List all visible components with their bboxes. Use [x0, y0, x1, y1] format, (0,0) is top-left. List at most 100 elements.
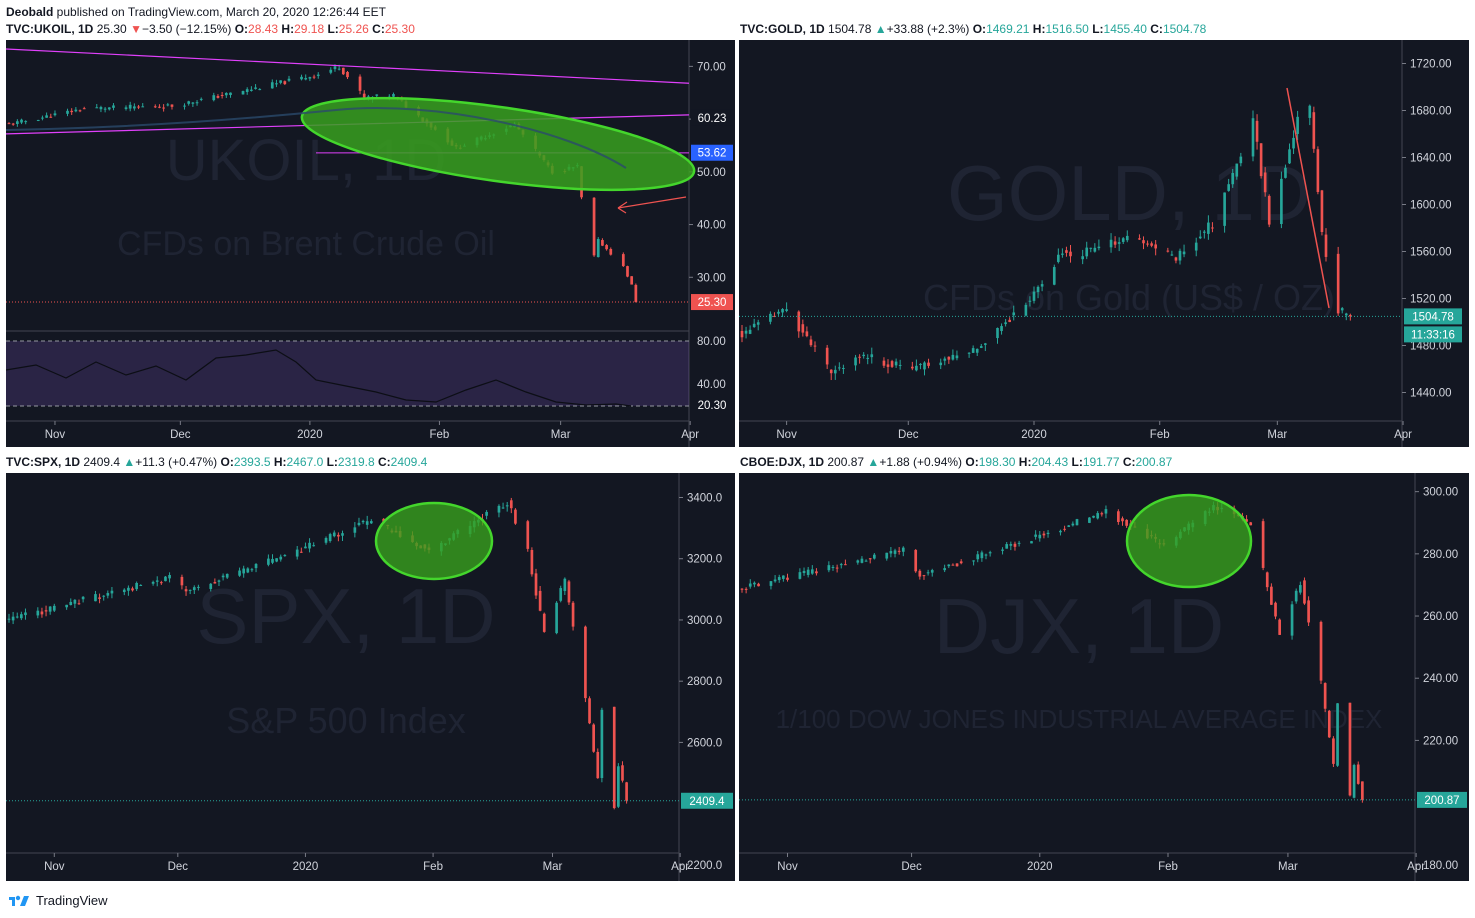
- candle-body: [526, 521, 530, 549]
- time-tick-label: Apr: [681, 429, 699, 441]
- candle-body: [1294, 590, 1298, 602]
- candle-body: [155, 580, 159, 582]
- legend-symbol: TVC:UKOIL, 1D: [6, 22, 94, 36]
- legend-value-c: 1504.78: [1162, 22, 1207, 36]
- legend-value-h: 204.43: [1031, 455, 1069, 469]
- candle-body: [365, 521, 369, 525]
- candle-body: [1081, 256, 1084, 260]
- candle-body: [66, 110, 69, 114]
- candle-body: [838, 367, 841, 369]
- candle-body: [1013, 543, 1017, 547]
- candle-body: [810, 569, 814, 574]
- moving-average-line: [6, 107, 627, 169]
- candle-body: [7, 618, 11, 620]
- candle-body: [77, 603, 81, 605]
- candle-body: [1028, 300, 1032, 302]
- time-tick-label: Dec: [168, 861, 189, 873]
- candle-body: [753, 582, 756, 585]
- candle-body: [890, 361, 894, 367]
- price-tick-label: 280.00: [1423, 549, 1458, 561]
- price-tick-label: 220.00: [1423, 735, 1458, 747]
- candle-body: [831, 566, 835, 568]
- candle-body: [1093, 247, 1097, 252]
- legend-value-o: 2393.5: [233, 455, 271, 469]
- candle-body: [955, 355, 959, 359]
- candle-body: [337, 68, 341, 70]
- candle-body: [901, 547, 905, 552]
- candle-body: [358, 76, 362, 91]
- candle-body: [972, 560, 975, 562]
- chart-panel-gold[interactable]: GOLD, 1D CFDs on Gold (US$ / OZ) 1720.00 16…: [739, 40, 1469, 447]
- candle-body: [1096, 513, 1100, 519]
- candle-body: [1059, 530, 1062, 533]
- candle-body: [166, 104, 170, 106]
- candle-body: [980, 552, 984, 559]
- candle-body: [612, 706, 616, 809]
- candle-body: [1065, 250, 1068, 253]
- candle-body: [555, 602, 558, 634]
- legend-key-o: O:: [965, 455, 979, 469]
- candle-body: [505, 505, 509, 507]
- candle-body: [70, 110, 74, 113]
- candle-body: [1235, 163, 1239, 177]
- legend-change: −3.50 (−12.15%): [141, 22, 232, 36]
- candle-body: [20, 119, 23, 123]
- candle-body: [975, 348, 979, 353]
- candle-body: [133, 106, 136, 109]
- candle-body: [128, 104, 132, 109]
- time-tick-label: Dec: [901, 861, 922, 873]
- highlight-ellipse: [1125, 493, 1253, 589]
- candle-body: [1265, 572, 1269, 588]
- candle-body: [1274, 602, 1277, 617]
- candle-body: [740, 588, 744, 590]
- candle-body: [756, 322, 760, 325]
- legend-key-c: C:: [1122, 455, 1136, 469]
- candle-body: [919, 363, 922, 365]
- legend-key-l: L:: [326, 455, 338, 469]
- candle-body: [967, 352, 971, 354]
- candle-body: [1284, 167, 1287, 178]
- chart-panel-djx[interactable]: DJX, 1D 1/100 DOW JONES INDUSTRIAL AVERAG…: [739, 473, 1469, 881]
- candle-body: [254, 563, 258, 569]
- price-tick-label: 260.00: [1423, 611, 1458, 623]
- candle-body: [1038, 534, 1042, 539]
- tradingview-footer[interactable]: TradingView: [8, 890, 108, 910]
- legend-symbol: TVC:SPX, 1D: [6, 455, 81, 469]
- time-tick-label: Feb: [1158, 861, 1178, 873]
- candle-body: [1251, 118, 1255, 157]
- price-tick-label: 2600.0: [687, 737, 722, 749]
- candle-body: [854, 357, 857, 366]
- candle-body: [1194, 242, 1198, 251]
- highlight-ellipse: [300, 96, 696, 192]
- candle-body: [271, 558, 274, 563]
- countdown-badge: [1404, 326, 1462, 343]
- candle-body: [151, 581, 155, 584]
- candle-body: [1267, 195, 1271, 225]
- legend-key-o: O:: [972, 22, 987, 36]
- candle-body: [1303, 580, 1306, 604]
- candle-body: [1000, 326, 1003, 332]
- legend-direction-icon: ▲: [874, 22, 887, 36]
- candle-body: [1001, 549, 1004, 551]
- candle-body: [740, 331, 744, 338]
- candle-body: [24, 612, 27, 616]
- price-tick-label: 50.00: [697, 167, 726, 179]
- legend-value-h: 1516.50: [1045, 22, 1089, 36]
- time-tick-label: Apr: [1407, 861, 1425, 873]
- candle-body: [1319, 621, 1323, 681]
- candle-body: [1166, 250, 1170, 252]
- candle-body: [744, 588, 748, 590]
- candle-body: [180, 576, 184, 586]
- time-tick-label: 2020: [297, 429, 323, 441]
- legend-value-l: 1455.40: [1103, 22, 1147, 36]
- time-tick-label: Nov: [776, 429, 797, 441]
- time-tick-label: 2020: [1021, 429, 1047, 441]
- candle-body: [153, 106, 157, 108]
- chart-panel-spx[interactable]: SPX, 1D S&P 500 Index 3400.0 3200.0 3000.0 28…: [6, 473, 735, 881]
- candle-body: [1327, 710, 1331, 738]
- candle-body: [885, 552, 889, 559]
- channel-upper-line: [6, 48, 690, 84]
- candle-body: [571, 602, 575, 627]
- legend-last-price: 25.30: [96, 22, 127, 36]
